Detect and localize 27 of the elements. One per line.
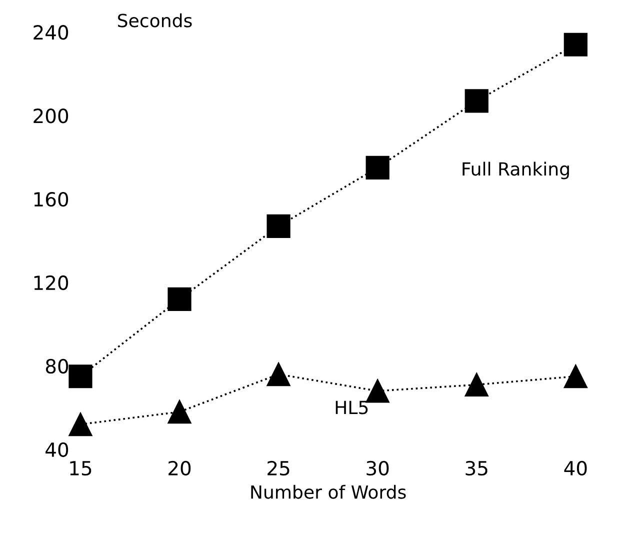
point — [564, 364, 588, 388]
point — [564, 32, 588, 56]
point — [266, 214, 290, 238]
point — [168, 287, 192, 311]
text: Full Ranking — [462, 162, 569, 180]
y-tick-label: 80 — [46, 358, 68, 374]
y-tick-label: 200 — [34, 108, 68, 124]
x-tick-label: 25 — [268, 460, 290, 476]
point — [464, 89, 488, 113]
point — [68, 412, 92, 436]
point — [266, 362, 290, 386]
y-tick-label: 40 — [46, 442, 68, 458]
y-axis-title: Seconds — [118, 13, 192, 28]
point — [168, 400, 192, 424]
x-tick-label: 30 — [366, 460, 389, 476]
point — [366, 156, 390, 180]
point — [464, 372, 488, 397]
x-axis-title: Number of Words — [251, 484, 406, 499]
point — [68, 364, 92, 388]
series-label: HL5 — [336, 400, 368, 414]
x-tick-label: 35 — [466, 460, 488, 476]
y-tick-label: 160 — [34, 192, 68, 207]
x-tick-label: 40 — [564, 460, 587, 476]
y-tick-label: 240 — [34, 25, 68, 40]
x-tick-label: 20 — [168, 460, 191, 476]
x-tick-label: 15 — [70, 461, 92, 476]
y-tick-label: 120 — [34, 275, 68, 290]
